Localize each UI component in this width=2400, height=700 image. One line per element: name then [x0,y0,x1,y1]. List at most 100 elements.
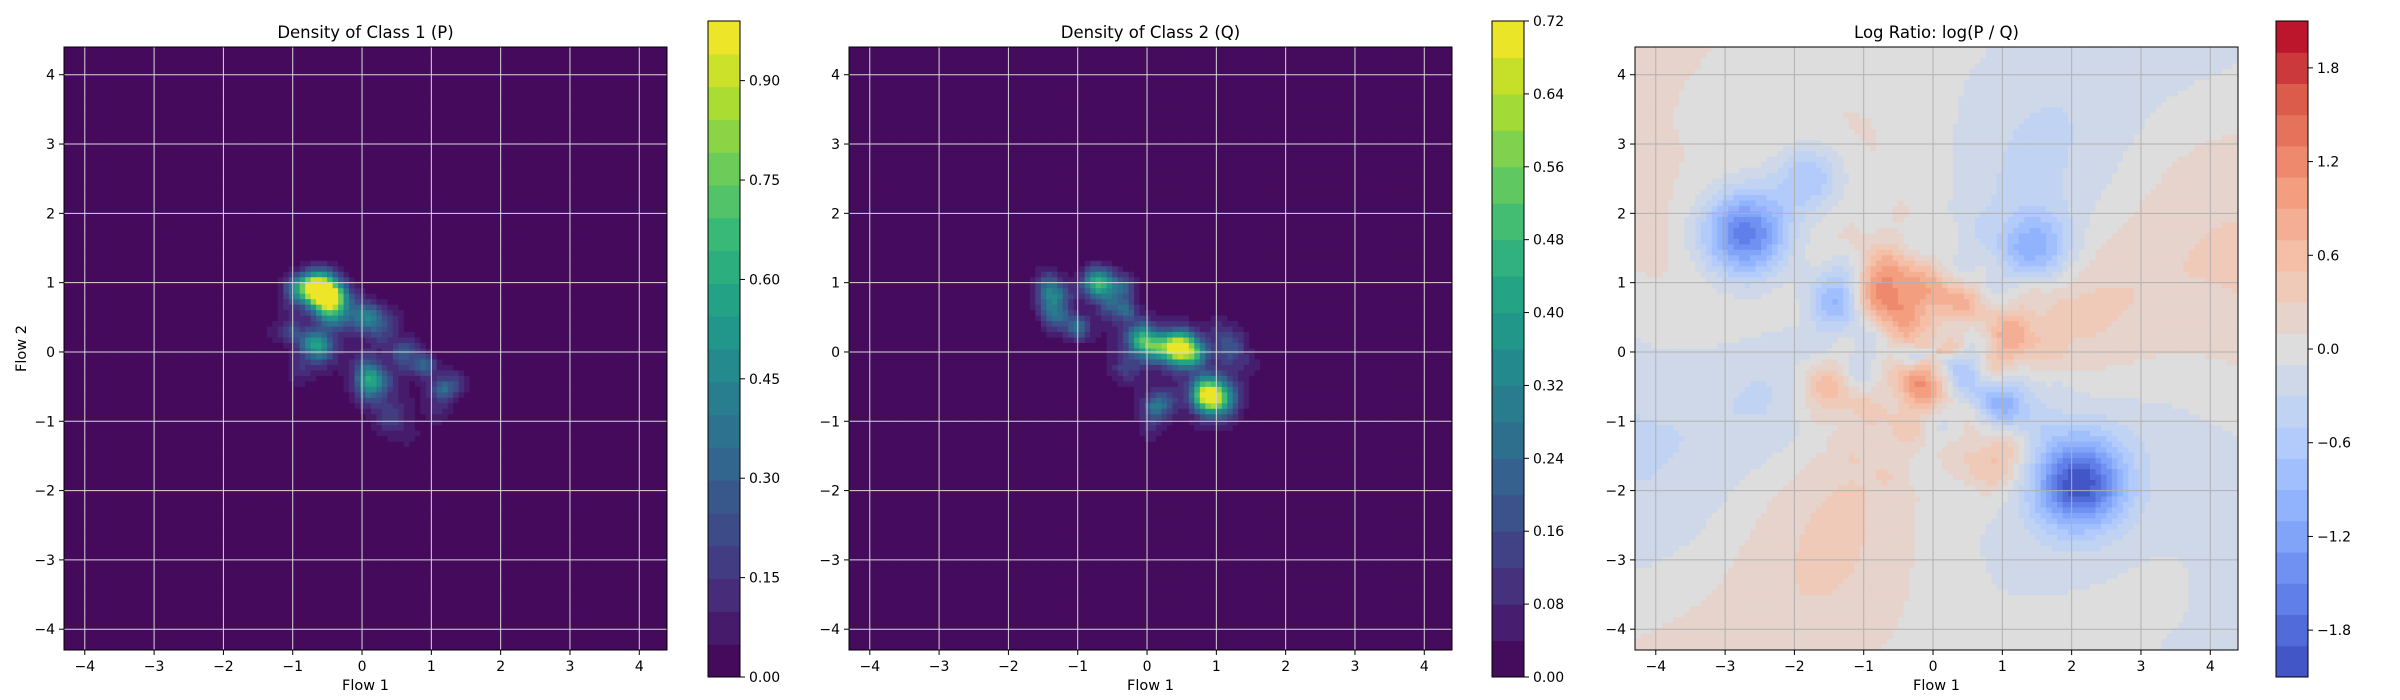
colorbar-tick-label: −1.8 [2317,623,2351,639]
chart-panel-3: −4 −3 −2 −1 0 1 2 3 4 −4 −3 −2 −1 0 1 2 3 4 Log Ratio: log… [1605,20,2351,694]
colorbar-level [1492,203,1524,241]
y-tick-label: 3 [1617,137,1626,153]
y-axis-label: Flow 2 [14,325,30,372]
y-tick-label: −4 [819,622,840,638]
x-tick-label: −1 [1853,659,1874,675]
x-tick-label: 3 [2137,659,2146,675]
colorbar-level [1492,604,1524,642]
colorbar-level [1492,21,1524,58]
x-tick-label: −1 [282,659,303,675]
colorbar-level [2276,458,2308,491]
x-axis-label: Flow 1 [1127,678,1174,694]
colorbar-level [708,480,740,514]
colorbar-level [708,349,740,383]
y-tick-label: −2 [819,484,840,500]
colorbar-level [708,381,740,416]
colorbar-tick-label: 1.8 [2317,61,2339,77]
colorbar-tick-label: 0.45 [749,372,780,388]
colorbar-level [2276,208,2308,241]
y-tick-label: 0 [46,345,55,361]
x-tick-label: −3 [929,659,950,675]
colorbar-tick-label: 0.32 [1533,378,1564,394]
colorbar-level [708,119,740,153]
colorbar-tick-label: −0.6 [2317,436,2351,452]
colorbar-tick-label: 0.75 [749,173,780,189]
x-tick-label: 0 [1143,659,1152,675]
colorbar-level [1492,385,1524,423]
x-axis-label: Flow 1 [342,678,389,694]
colorbar-level [1492,276,1524,314]
colorbar-tick-label: 0.16 [1533,524,1564,540]
colorbar-tick-label: 1.2 [2317,155,2339,171]
x-tick-label: −4 [1645,659,1666,675]
colorbar-level [708,316,740,350]
colorbar-tick-label: 0.15 [749,571,780,587]
colorbar-level [2276,270,2308,303]
y-tick-label: 2 [46,206,55,222]
x-tick-label: −2 [998,659,1019,675]
x-tick-label: 4 [635,659,644,675]
colorbar-tick-label: 0.00 [1533,670,1564,686]
x-tick-label: 4 [2206,659,2215,675]
colorbar-level [1492,312,1524,350]
y-tick-label: 2 [1617,206,1626,222]
colorbar-level [2276,427,2308,459]
y-tick-label: −3 [34,553,55,569]
heatmap-field [849,47,1452,650]
colorbar-level [2276,645,2308,678]
colorbar-level [708,545,740,580]
colorbar-level [2276,239,2308,272]
colorbar-level [1492,349,1524,386]
x-tick-label: 2 [2067,659,2076,675]
colorbar: 0.00 0.08 0.16 0.24 0.32 0.40 0.48 0.56 0.64 0.72 [1491,14,1564,686]
colorbar-tick-label: 0.60 [749,272,780,288]
colorbar-level [1492,421,1524,459]
y-tick-label: −4 [34,622,55,638]
x-tick-label: −3 [144,659,165,675]
colorbar-level [708,21,740,55]
colorbar-level [2276,302,2308,334]
plot-frame [1634,46,2239,651]
chart-panel-2: −4 −3 −2 −1 0 1 2 3 4 −4 −3 −2 −1 0 1 2 3 4 Density of Cla… [819,14,1564,694]
colorbar-level [708,611,740,645]
x-tick-label: 2 [496,659,505,675]
colorbar-level [708,53,740,88]
colorbar-level [708,86,740,120]
y-tick-label: 0 [831,345,840,361]
colorbar-level [708,578,740,612]
colorbar-level [2276,21,2308,53]
colorbar-level [2276,583,2308,616]
colorbar: 0.00 0.15 0.30 0.45 0.60 0.75 0.90 [707,20,780,686]
colorbar-tick-label: 0.64 [1533,87,1564,103]
y-tick-label: 4 [46,68,55,84]
x-tick-label: 1 [427,659,436,675]
colorbar-tick-label: 0.6 [2317,248,2339,264]
x-tick-label: −4 [74,659,95,675]
y-tick-label: −1 [1605,414,1626,430]
colorbar-tick-label: 0.48 [1533,233,1564,249]
y-tick-label: 4 [831,68,840,84]
colorbar-tick-label: 0.00 [749,670,780,686]
colorbar-level [2276,333,2308,366]
x-tick-label: −2 [213,659,234,675]
colorbar-level [2276,520,2308,553]
chart-title: Density of Class 1 (P) [277,23,453,42]
colorbar-level [708,217,740,252]
x-tick-label: −2 [1784,659,1805,675]
colorbar-level [1492,239,1524,277]
colorbar-tick-label: 0.08 [1533,597,1564,613]
y-tick-label: −4 [1605,622,1626,638]
colorbar-level [1492,130,1524,168]
x-tick-label: −4 [859,659,880,675]
colorbar-level [2276,52,2308,84]
colorbar-tick-label: 0.56 [1533,160,1564,176]
x-tick-label: 0 [1929,659,1938,675]
colorbar-level [2276,83,2308,116]
chart-panel-1: −4 −3 −2 −1 0 1 2 3 4 −4 −3 −2 −1 0 1 2 3 4 Density of Cla… [14,20,780,694]
y-tick-label: −2 [1605,484,1626,500]
x-tick-label: 2 [1281,659,1290,675]
colorbar-tick-label: −1.2 [2317,529,2351,545]
plot-frame [63,46,668,651]
x-tick-label: 1 [1212,659,1221,675]
